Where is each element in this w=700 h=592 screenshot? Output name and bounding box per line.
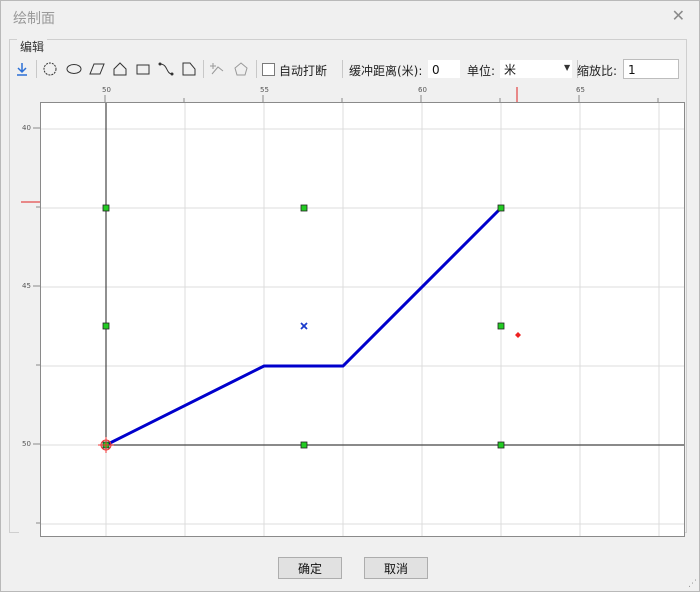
toolbar-separator xyxy=(342,60,343,78)
scale-label: 缩放比: xyxy=(577,64,618,78)
origin-crosshair-icon xyxy=(98,437,114,453)
ruler-x-tick: 55 xyxy=(260,86,269,94)
auto-break-label: 自动打断 xyxy=(279,64,328,78)
ellipse-icon[interactable] xyxy=(65,60,83,78)
chevron-down-icon[interactable]: ▼ xyxy=(564,63,571,72)
ruler-y-tick: 50 xyxy=(22,440,31,448)
rectangle-icon[interactable] xyxy=(134,60,152,78)
ok-button[interactable]: 确定 xyxy=(278,557,342,579)
scale-input[interactable]: 1 xyxy=(623,59,679,79)
ruler-y-tick: 45 xyxy=(22,282,31,290)
drawing-canvas[interactable] xyxy=(40,102,685,537)
cancel-button[interactable]: 取消 xyxy=(364,557,428,579)
import-icon[interactable] xyxy=(13,60,31,78)
toolbar-separator xyxy=(577,60,578,78)
grid xyxy=(41,103,684,536)
ruler-y-tick: 40 xyxy=(22,124,31,132)
close-icon[interactable]: ✕ xyxy=(671,6,685,25)
buffer-distance-label: 缓冲距离(米): xyxy=(349,64,423,78)
toolbar-separator xyxy=(36,60,37,78)
handle[interactable] xyxy=(102,322,110,330)
buffer-distance-input[interactable]: 0 xyxy=(427,59,461,79)
ruler-x-tick: 60 xyxy=(418,86,427,94)
handle[interactable] xyxy=(497,204,505,212)
auto-break-checkbox[interactable] xyxy=(262,63,275,76)
center-cross-icon[interactable] xyxy=(300,322,308,330)
toolbar-separator xyxy=(203,60,204,78)
drawn-polyline[interactable] xyxy=(105,206,503,447)
handle[interactable] xyxy=(497,441,505,449)
toolbar: 自动打断 缓冲距离(米): 0 单位: 米 ▼ 缩放比: 1 xyxy=(11,57,687,83)
ruler-x-tick: 65 xyxy=(576,86,585,94)
horizontal-ruler: 50 55 60 65 xyxy=(40,83,685,102)
circle-icon[interactable] xyxy=(41,60,59,78)
edit-group-label: 编辑 xyxy=(17,38,48,55)
handle[interactable] xyxy=(102,204,110,212)
edit-polygon-icon[interactable] xyxy=(232,60,250,78)
unit-label: 单位: xyxy=(467,64,496,78)
handle[interactable] xyxy=(497,322,505,330)
parallelogram-icon[interactable] xyxy=(88,60,106,78)
window-title: 绘制面 xyxy=(13,11,55,27)
vertical-ruler: 40 45 50 xyxy=(19,102,40,537)
unit-select[interactable]: 米 xyxy=(499,59,573,79)
add-vertex-icon[interactable] xyxy=(208,60,226,78)
rotate-handle-icon[interactable] xyxy=(515,332,521,338)
resize-grip-icon[interactable]: ⋰ xyxy=(688,579,697,589)
handle[interactable] xyxy=(300,441,308,449)
polygon-icon[interactable] xyxy=(111,60,129,78)
ruler-x-tick: 50 xyxy=(102,86,111,94)
freeform-polygon-icon[interactable] xyxy=(180,60,198,78)
toolbar-separator xyxy=(256,60,257,78)
drawing-svg[interactable] xyxy=(41,103,684,536)
handle[interactable] xyxy=(300,204,308,212)
curve-icon[interactable] xyxy=(157,60,175,78)
